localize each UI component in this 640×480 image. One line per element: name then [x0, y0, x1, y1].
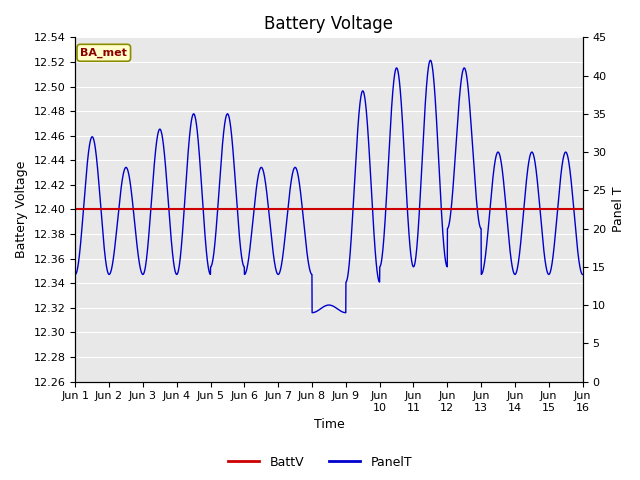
X-axis label: Time: Time	[314, 419, 344, 432]
Y-axis label: Battery Voltage: Battery Voltage	[15, 161, 28, 258]
Text: BA_met: BA_met	[81, 48, 127, 58]
Title: Battery Voltage: Battery Voltage	[264, 15, 394, 33]
Legend: BattV, PanelT: BattV, PanelT	[223, 451, 417, 474]
Y-axis label: Panel T: Panel T	[612, 187, 625, 232]
